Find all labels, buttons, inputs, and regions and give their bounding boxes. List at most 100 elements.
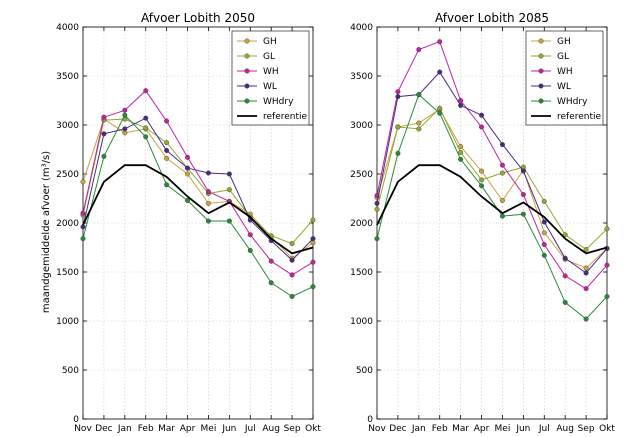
data-point-gl xyxy=(499,170,505,176)
x-tick-label: Aug xyxy=(262,424,280,434)
data-point-wl xyxy=(541,219,547,225)
legend-marker xyxy=(244,98,250,104)
data-point-gl xyxy=(541,198,547,204)
y-tick-label: 1500 xyxy=(350,268,373,278)
legend-box xyxy=(231,30,310,126)
data-point-wh xyxy=(185,154,191,160)
data-point-wh xyxy=(499,162,505,168)
data-point-gh xyxy=(541,230,547,236)
data-point-wl xyxy=(185,165,191,171)
data-point-whdry xyxy=(458,156,464,162)
legend-label: referentie xyxy=(263,112,308,122)
legend-label: WH xyxy=(557,67,573,77)
x-tick-label: Jun xyxy=(515,424,530,434)
x-tick-label: Aug xyxy=(556,424,574,434)
x-tick-label: Jan xyxy=(411,424,426,434)
data-point-whdry xyxy=(101,153,107,159)
legend-box xyxy=(525,30,604,126)
y-tick-label: 0 xyxy=(73,415,79,425)
data-point-whdry xyxy=(395,150,401,156)
data-point-whdry xyxy=(205,218,211,224)
legend-marker xyxy=(538,68,544,74)
data-point-gh xyxy=(583,265,589,271)
series-line-referentie xyxy=(82,164,314,255)
y-axis-label: maandgemiddelde afvoer (m³/s) xyxy=(41,151,52,313)
y-tick-label: 3500 xyxy=(350,72,373,82)
legend-label: WHdry xyxy=(263,97,294,107)
data-point-gl xyxy=(479,177,485,183)
legend-label: WH xyxy=(263,67,279,77)
data-point-wl xyxy=(80,224,86,230)
legend-label: WL xyxy=(557,82,571,92)
data-point-whdry xyxy=(437,110,443,116)
x-tick-label: Dec xyxy=(389,424,406,434)
x-tick-label: Feb xyxy=(432,424,448,434)
series-line-whdry xyxy=(376,93,608,320)
data-point-gl xyxy=(437,105,443,111)
data-point-wh xyxy=(310,259,316,265)
data-point-wl xyxy=(122,126,128,132)
legend-marker xyxy=(538,83,544,89)
x-tick-label: Sep xyxy=(284,424,301,434)
data-point-whdry xyxy=(541,252,547,258)
legend-marker xyxy=(538,98,544,104)
legend-label: GL xyxy=(557,52,569,62)
data-point-wh xyxy=(395,89,401,95)
data-point-wl xyxy=(101,131,107,137)
data-point-wh xyxy=(205,189,211,195)
panel-title: Afvoer Lobith 2085 xyxy=(435,11,549,25)
panel-2085: Nov Dec Jan Feb Mar Apr Mei Jun Jul Aug Sep Okt 0 500… xyxy=(350,11,615,434)
x-tick-label: Feb xyxy=(138,424,154,434)
y-tick-label: 3000 xyxy=(56,121,79,131)
y-tick-label: 4000 xyxy=(56,23,79,33)
data-point-gl xyxy=(310,217,316,223)
data-point-gl xyxy=(164,140,170,146)
data-point-gl xyxy=(395,124,401,130)
data-point-wl xyxy=(562,255,568,261)
data-point-wl xyxy=(395,94,401,100)
y-tick-label: 2000 xyxy=(350,219,373,229)
data-point-whdry xyxy=(289,294,295,300)
data-point-wh xyxy=(479,124,485,130)
data-point-whdry xyxy=(247,247,253,253)
x-tick-label: Mar xyxy=(452,424,469,434)
x-tick-label: Mei xyxy=(495,424,511,434)
x-tick-label: Okt xyxy=(305,424,321,434)
data-point-wh xyxy=(541,242,547,248)
x-tick-label: Jan xyxy=(117,424,132,434)
y-tick-label: 500 xyxy=(62,366,79,376)
data-point-whdry xyxy=(164,182,170,188)
data-point-whdry xyxy=(520,211,526,217)
data-point-wh xyxy=(164,118,170,124)
data-point-gl xyxy=(458,149,464,155)
data-point-whdry xyxy=(374,236,380,242)
x-tick-label: Dec xyxy=(95,424,112,434)
series-line-wh xyxy=(82,89,314,276)
data-point-whdry xyxy=(562,299,568,305)
data-point-wh xyxy=(583,286,589,292)
legend-marker xyxy=(244,53,250,59)
x-tick-label: Sep xyxy=(578,424,595,434)
data-point-gh xyxy=(164,155,170,161)
data-point-gh xyxy=(185,171,191,177)
data-point-gh xyxy=(416,120,422,126)
data-point-wh xyxy=(268,258,274,264)
data-point-whdry xyxy=(143,134,149,140)
data-point-wh xyxy=(562,273,568,279)
legend-marker xyxy=(244,38,250,44)
series-line-referentie xyxy=(376,164,608,255)
data-point-whdry xyxy=(185,197,191,203)
data-point-gh xyxy=(499,197,505,203)
y-tick-label: 3000 xyxy=(350,121,373,131)
series-line-gh xyxy=(82,118,314,259)
x-tick-label: Jul xyxy=(244,424,256,434)
data-point-wl xyxy=(164,147,170,153)
data-point-gl xyxy=(143,125,149,131)
y-tick-label: 4000 xyxy=(350,23,373,33)
data-point-gl xyxy=(289,241,295,247)
y-tick-label: 2500 xyxy=(56,170,79,180)
legend-label: WHdry xyxy=(557,97,588,107)
series-line-gl xyxy=(82,118,314,245)
legend-marker xyxy=(244,68,250,74)
